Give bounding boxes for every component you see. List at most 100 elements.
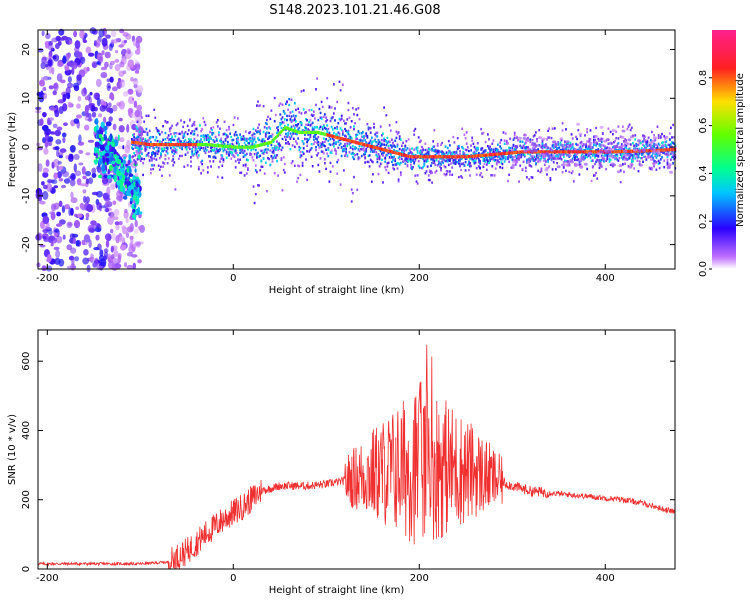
spectrogram-cell: [498, 161, 500, 164]
spectrogram-cell: [673, 142, 676, 145]
spectrogram-cell: [444, 145, 447, 148]
spectrogram-cell: [327, 147, 330, 150]
spectrogram-cell: [468, 168, 470, 172]
spectrogram-cell: [360, 135, 363, 138]
spectrogram-cell: [295, 140, 297, 143]
spectrogram-cell: [221, 147, 224, 150]
spectrogram-cell: [190, 132, 192, 135]
spectrogram-cell: [320, 150, 323, 153]
spectrogram-cell: [336, 135, 339, 140]
spectrogram-cell: [222, 144, 225, 148]
spectrogram-cell: [363, 146, 365, 149]
spectrogram-cell: [317, 163, 320, 167]
spectrogram-cell: [166, 120, 169, 124]
spectrogram-cell: [562, 166, 565, 169]
spectrogram-cell: [117, 134, 120, 141]
spectrogram-cell: [325, 116, 327, 119]
spectrogram-noise-cell: [76, 114, 82, 119]
spectrogram-cell: [289, 148, 292, 151]
spectrogram-cell: [537, 159, 542, 163]
spectrogram-cell: [213, 146, 216, 149]
spectrogram-noise-cell: [74, 256, 80, 262]
spectrogram-cell: [357, 107, 360, 110]
spectrogram-cell: [208, 140, 210, 144]
spectrogram-cell: [426, 151, 429, 154]
spectrogram-noise-cell: [127, 88, 134, 95]
spectrogram-cell: [131, 156, 133, 159]
spectrogram-cell: [300, 121, 303, 125]
spectrogram-cell: [628, 123, 631, 126]
spectrogram-cell: [658, 147, 661, 150]
spectrogram-cell: [499, 166, 501, 169]
spectrogram-cell: [288, 142, 291, 146]
spectrogram-cell: [141, 152, 143, 156]
spectrogram-cell: [208, 138, 210, 141]
spectrogram-cell: [137, 130, 140, 133]
spectrogram-cell: [309, 133, 312, 136]
spectrogram-cell: [605, 138, 610, 142]
spectrogram-cell: [302, 89, 305, 92]
spectrogram-cell: [249, 136, 252, 140]
spectrogram-cell: [251, 137, 254, 140]
spectrogram-cell: [192, 154, 195, 157]
spectrogram-cell: [321, 143, 324, 146]
spectrogram-cell: [637, 155, 640, 159]
spectrogram-cell: [183, 121, 186, 124]
spectrogram-cell: [168, 138, 171, 141]
spectrogram-noise-cell: [91, 62, 97, 69]
spectrogram-cell: [196, 134, 199, 137]
spectrogram-cell: [276, 140, 278, 143]
spectrogram-noise-cell: [38, 191, 44, 198]
spectrogram-cell: [263, 126, 266, 129]
spectrogram-cell: [430, 155, 432, 159]
spectrogram-cell: [527, 157, 532, 161]
spectrogram-cell: [316, 77, 318, 80]
spectrogram-cell: [171, 149, 173, 152]
spectrogram-cell: [410, 151, 412, 154]
spectrogram-cell: [279, 133, 282, 137]
spectrogram-cell: [520, 146, 523, 149]
spectrogram-cell: [94, 141, 98, 148]
spectrogram-cell: [215, 137, 218, 141]
spectrogram-cell: [428, 178, 431, 182]
spectrogram-cell: [179, 139, 181, 143]
spectrogram-cell: [163, 162, 166, 165]
spectrogram-cell: [305, 123, 307, 126]
spectrogram-cell: [314, 126, 316, 129]
spectrogram-cell: [648, 144, 653, 148]
spectrogram-cell: [320, 145, 323, 148]
spectrogram-cell: [651, 166, 653, 170]
spectrogram-cell: [626, 142, 631, 146]
spectrogram-cell: [237, 158, 239, 161]
spectrogram-cell: [330, 125, 333, 129]
spectrogram-cell: [355, 146, 358, 150]
spectrogram-cell: [619, 153, 622, 156]
spectrogram-cell: [176, 141, 179, 144]
spectrogram-cell: [304, 111, 306, 115]
spectrogram-cell: [297, 130, 300, 134]
spectrogram-cell: [191, 124, 194, 127]
spectrogram-cell: [117, 185, 120, 190]
spectrogram-cell: [143, 157, 146, 161]
spectrogram-cell: [253, 145, 256, 149]
spectrogram-cell: [260, 165, 263, 168]
spectrogram-cell: [571, 157, 574, 160]
spectrogram-cell: [344, 154, 346, 157]
spectrogram-cell: [480, 147, 483, 150]
spectrogram-cell: [310, 108, 313, 112]
spectrogram-cell: [653, 136, 657, 140]
spectrogram-cell: [133, 158, 135, 162]
spectrogram-cell: [401, 157, 403, 161]
spectrogram-cell: [335, 133, 337, 136]
spectrogram-cell: [658, 154, 661, 157]
spectrogram-cell: [424, 172, 427, 175]
spectrogram-cell: [173, 149, 176, 153]
spectrogram-cell: [488, 147, 490, 150]
spectrogram-noise-cell: [48, 50, 53, 57]
spectrogram-cell: [155, 158, 158, 161]
spectrogram-cell: [237, 138, 239, 141]
spectrogram-cell: [203, 138, 206, 142]
spectrogram-cell: [290, 115, 293, 118]
spectrogram-cell: [646, 139, 649, 142]
spectrogram-cell: [161, 143, 163, 147]
